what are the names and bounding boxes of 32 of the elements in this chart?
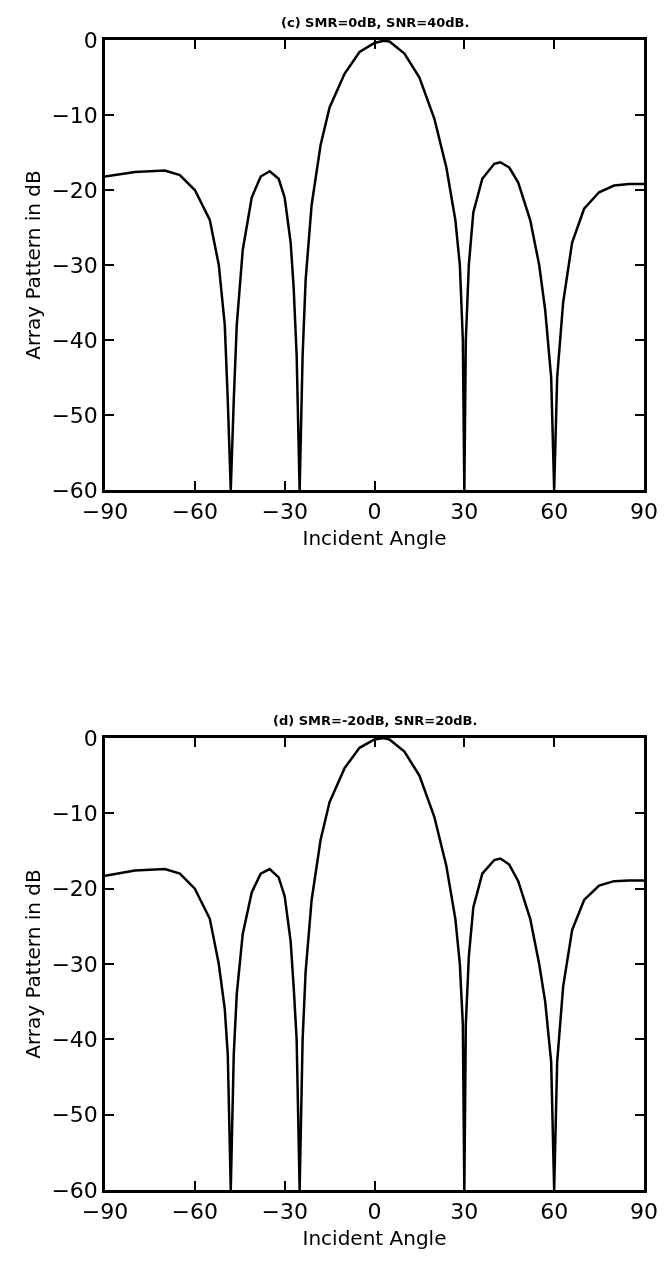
x-tick-label: 60 (540, 499, 569, 525)
x-tick-label: 30 (450, 1199, 479, 1225)
y-tick-label: −50 (51, 402, 98, 428)
chart-title: (d) SMR=-20dB, SNR=20dB. (273, 713, 478, 728)
y-tick-label: −50 (51, 1102, 98, 1128)
y-tick-label: −40 (51, 327, 98, 353)
y-axis-title: Array Pattern in dB (20, 170, 45, 360)
line-series (105, 40, 644, 490)
x-tick-label: 90 (630, 499, 658, 525)
y-tick-label: 0 (83, 725, 98, 751)
x-tick-label: −60 (171, 1199, 219, 1225)
y-tick-label: −30 (51, 252, 98, 278)
y-tick-label: 0 (83, 27, 98, 53)
x-axis-title: Incident Angle (302, 525, 447, 550)
x-tick-label: 0 (367, 499, 382, 525)
y-tick-label: −20 (51, 177, 98, 203)
x-tick-label: 60 (540, 1199, 569, 1225)
x-tick-label: −30 (261, 499, 308, 525)
x-tick-label: −30 (261, 1199, 308, 1225)
x-tick-label: 0 (367, 1199, 382, 1225)
line-series (105, 738, 644, 1190)
y-tick-label: −10 (51, 102, 98, 128)
x-axis-title: Incident Angle (302, 1225, 447, 1250)
y-tick-label: −30 (51, 951, 98, 977)
y-tick-label: −20 (51, 876, 98, 902)
y-tick-label: −40 (51, 1027, 98, 1053)
x-tick-label: 90 (630, 1199, 658, 1225)
y-axis-title: Array Pattern in dB (20, 869, 45, 1059)
chart-title: (c) SMR=0dB, SNR=40dB. (281, 15, 470, 30)
x-tick-label: 30 (450, 499, 479, 525)
y-tick-label: −10 (51, 801, 98, 827)
x-tick-label: −60 (171, 499, 219, 525)
